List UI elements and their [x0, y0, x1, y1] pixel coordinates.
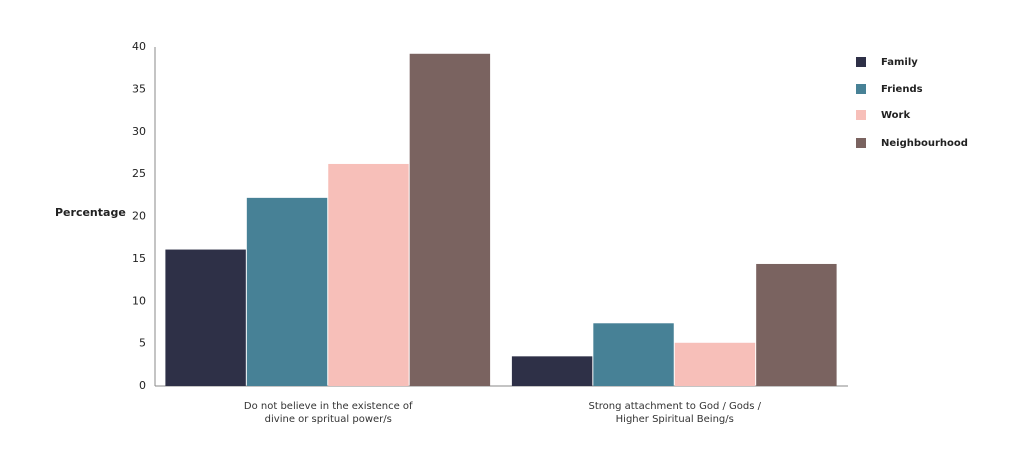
bar	[409, 53, 491, 386]
legend-label: Work	[881, 110, 910, 121]
legend-swatch	[856, 110, 866, 120]
legend-label: Friends	[881, 84, 923, 95]
x-tick-label: Strong attachment to God / Gods / Higher…	[588, 401, 762, 425]
legend-swatch	[856, 138, 866, 148]
y-tick-label: 30	[132, 125, 146, 138]
legend-label: Family	[881, 57, 918, 68]
y-tick-label: 10	[132, 294, 146, 307]
bar	[246, 197, 328, 386]
bar	[593, 323, 674, 386]
x-tick-label-box: Do not believe in the existence of divin…	[243, 401, 413, 425]
y-tick-label: 15	[132, 252, 146, 265]
legend-label: Neighbourhood	[881, 138, 968, 149]
x-tick-label-box: Strong attachment to God / Gods / Higher…	[588, 401, 762, 425]
legend-swatch	[856, 57, 866, 67]
y-tick-label: 5	[139, 337, 146, 350]
bar	[511, 356, 593, 386]
y-tick-label: 25	[132, 167, 146, 180]
bar	[756, 263, 837, 386]
y-tick-label: 20	[132, 210, 146, 223]
legend-swatch	[856, 84, 866, 94]
bar	[165, 249, 246, 386]
y-tick-label: 35	[132, 82, 146, 95]
bar	[328, 163, 409, 386]
bar	[674, 342, 756, 386]
x-tick-label: Do not believe in the existence of divin…	[243, 401, 413, 425]
y-tick-label: 40	[132, 40, 146, 53]
y-axis-label: Percentage	[55, 206, 126, 219]
y-tick-label: 0	[139, 379, 146, 392]
